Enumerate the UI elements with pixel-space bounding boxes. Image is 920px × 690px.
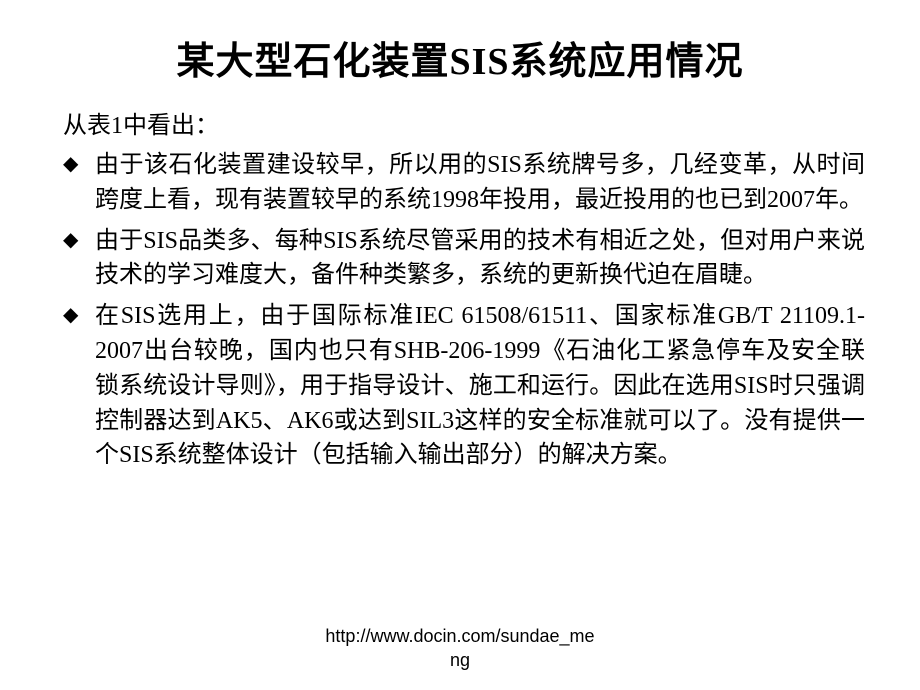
bullet-icon: ◆ [63,301,78,330]
footer-line-1: http://www.docin.com/sundae_me [0,625,920,648]
footer-url: http://www.docin.com/sundae_me ng [0,625,920,672]
bullet-text: 由于SIS品类多、每种SIS系统尽管采用的技术有相近之处，但对用户来说技术的学习… [95,228,865,289]
bullet-text: 由于该石化装置建设较早，所以用的SIS系统牌号多，几经变革，从时间跨度上看，现有… [95,152,865,213]
list-item: ◆ 由于SIS品类多、每种SIS系统尽管采用的技术有相近之处，但对用户来说技术的… [63,224,865,294]
slide-title: 某大型石化装置SIS系统应用情况 [55,30,865,85]
bullet-list: ◆ 由于该石化装置建设较早，所以用的SIS系统牌号多，几经变革，从时间跨度上看，… [55,148,865,473]
intro-text: 从表1中看出： [55,105,865,140]
list-item: ◆ 在SIS选用上，由于国际标准IEC 61508/61511、国家标准GB/T… [63,299,865,473]
bullet-text: 在SIS选用上，由于国际标准IEC 61508/61511、国家标准GB/T 2… [95,303,865,468]
list-item: ◆ 由于该石化装置建设较早，所以用的SIS系统牌号多，几经变革，从时间跨度上看，… [63,148,865,218]
bullet-icon: ◆ [63,226,78,255]
bullet-icon: ◆ [63,150,78,179]
footer-line-2: ng [0,649,920,672]
